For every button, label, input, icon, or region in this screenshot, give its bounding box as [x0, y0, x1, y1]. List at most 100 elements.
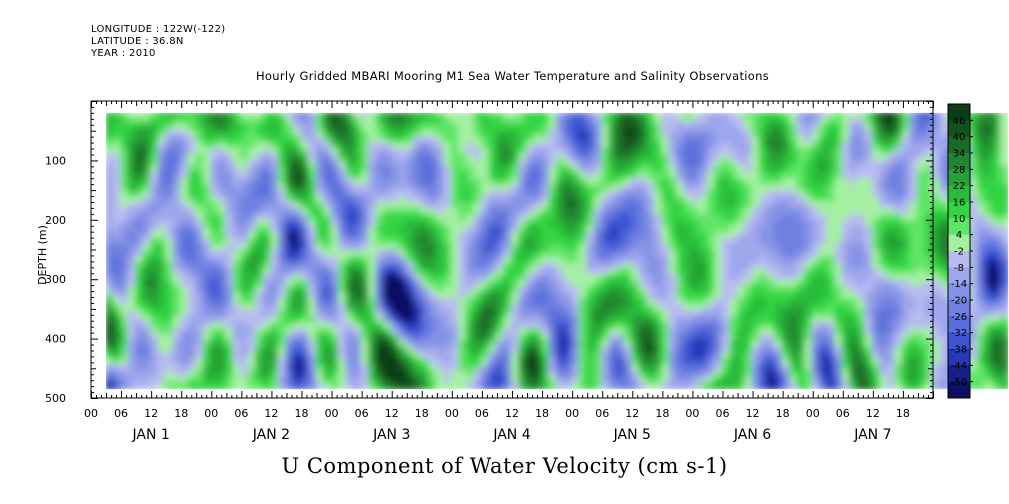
heatmap-cell	[157, 334, 168, 343]
heatmap-cell	[819, 334, 829, 343]
heatmap-cell	[804, 328, 814, 337]
heatmap-cell	[435, 370, 446, 379]
heatmap-cell	[879, 334, 889, 343]
heatmap-cell	[638, 280, 649, 289]
heatmap-cell	[368, 358, 378, 367]
heatmap-cell	[608, 286, 619, 295]
heatmap-cell	[744, 292, 754, 301]
heatmap-cell	[713, 340, 724, 349]
heatmap-cell	[751, 189, 762, 198]
heatmap-cell	[601, 292, 611, 301]
heatmap-cell	[698, 328, 709, 337]
heatmap-cell	[676, 370, 686, 379]
heatmap-cell	[150, 177, 160, 186]
heatmap-cell	[886, 165, 897, 174]
heatmap-cell	[106, 147, 115, 156]
heatmap-cell	[262, 159, 273, 168]
heatmap-cell	[541, 141, 551, 150]
heatmap-cell	[556, 225, 566, 234]
heatmap-cell	[240, 352, 250, 361]
heatmap-cell	[774, 298, 784, 307]
heatmap-cell	[210, 261, 220, 270]
heatmap-cell	[856, 231, 867, 240]
heatmap-cell	[495, 231, 506, 240]
heatmap-cell	[292, 243, 303, 252]
heatmap-cell	[330, 189, 341, 198]
heatmap-cell	[473, 340, 483, 349]
heatmap-cell	[646, 225, 656, 234]
heatmap-cell	[360, 177, 371, 186]
heatmap-cell	[736, 334, 747, 343]
heatmap-cell	[729, 129, 739, 138]
heatmap-cell	[187, 141, 198, 150]
heatmap-cell	[172, 159, 183, 168]
heatmap-cell	[826, 267, 837, 277]
heatmap-cell	[556, 207, 566, 216]
heatmap-cell	[255, 286, 265, 295]
heatmap-cell	[150, 364, 160, 373]
heatmap-cell	[315, 304, 326, 313]
heatmap-cell	[157, 249, 168, 258]
heatmap-cell	[262, 225, 273, 234]
heatmap-cell	[706, 249, 716, 258]
heatmap-cell	[653, 249, 664, 258]
heatmap-cell	[308, 370, 318, 379]
heatmap-cell	[458, 286, 468, 295]
heatmap-cell	[217, 141, 228, 150]
heatmap-cell	[631, 376, 641, 385]
heatmap-cell	[751, 255, 762, 264]
heatmap-cell	[864, 376, 874, 385]
heatmap-cell	[691, 153, 701, 162]
heatmap-cell	[112, 195, 123, 204]
heatmap-cell	[480, 117, 491, 126]
heatmap-cell	[112, 153, 123, 162]
heatmap-cell	[300, 189, 311, 198]
heatmap-cell	[526, 225, 536, 234]
heatmap-cell	[518, 249, 529, 258]
heatmap-cell	[811, 231, 822, 240]
heatmap-cell	[405, 231, 416, 240]
heatmap-cell	[586, 322, 596, 331]
heatmap-cell	[127, 328, 138, 337]
heatmap-cell	[503, 310, 513, 319]
heatmap-cell	[638, 292, 649, 301]
heatmap-cell	[338, 123, 348, 132]
heatmap-cell	[495, 243, 506, 252]
heatmap-cell	[744, 141, 754, 150]
heatmap-cell	[180, 117, 190, 126]
heatmap-cell	[458, 177, 468, 186]
heatmap-cell	[766, 129, 777, 138]
heatmap-cell	[300, 322, 311, 331]
heatmap-cell	[834, 171, 844, 180]
heatmap-cell	[518, 255, 529, 264]
heatmap-cell	[285, 334, 295, 343]
heatmap-cell	[698, 352, 709, 361]
heatmap-cell	[120, 364, 130, 373]
heatmap-cell	[811, 304, 822, 313]
heatmap-cell	[428, 183, 438, 192]
heatmap-cell	[503, 286, 513, 295]
heatmap-cell	[729, 201, 739, 210]
heatmap-cell	[901, 171, 912, 180]
heatmap-cell	[172, 231, 183, 240]
heatmap-cell	[631, 177, 641, 186]
heatmap-cell	[330, 195, 341, 204]
heatmap-cell	[826, 255, 837, 264]
heatmap-cell	[533, 147, 544, 156]
heatmap-cell	[533, 207, 544, 216]
heatmap-cell	[744, 243, 754, 252]
heatmap-cell	[706, 255, 716, 264]
heatmap-cell	[345, 261, 356, 270]
heatmap-cell	[353, 219, 363, 228]
heatmap-cell	[398, 117, 408, 126]
heatmap-cell	[593, 322, 604, 331]
heatmap-cell	[225, 310, 235, 319]
heatmap-cell	[435, 147, 446, 156]
heatmap-cell	[691, 352, 701, 361]
heatmap-cell	[849, 382, 859, 390]
heatmap-cell	[112, 183, 123, 192]
heatmap-cell	[646, 159, 656, 168]
heatmap-cell	[683, 364, 694, 373]
heatmap-cell	[623, 177, 634, 186]
heatmap-cell	[548, 171, 559, 180]
